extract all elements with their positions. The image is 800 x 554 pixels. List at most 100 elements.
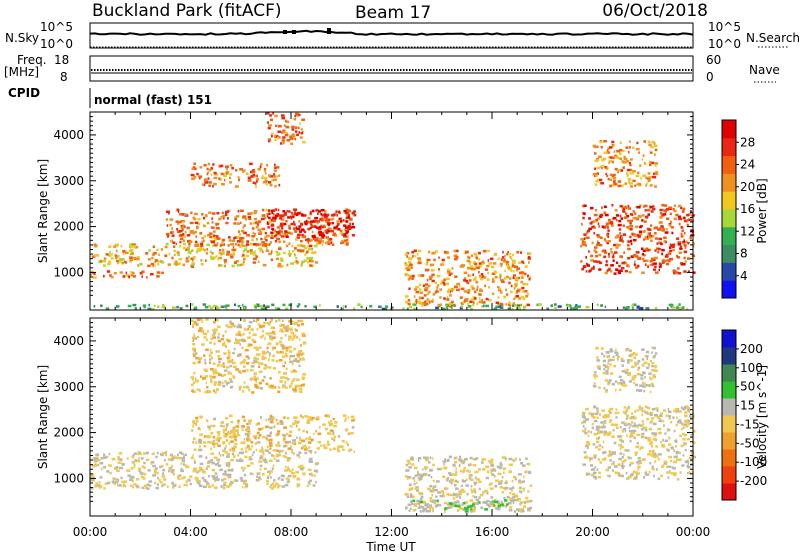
power-cell [148, 303, 151, 307]
power-cell [470, 298, 475, 301]
velocity-cell [241, 428, 244, 432]
power-cell [276, 307, 281, 310]
velocity-cell [189, 482, 192, 486]
velocity-cell [280, 422, 284, 425]
power-cell [204, 248, 206, 252]
velocity-cell [664, 439, 669, 442]
power-cell [412, 303, 417, 306]
power-cell [278, 214, 282, 217]
power-cell [525, 295, 528, 298]
power-cell [303, 259, 308, 262]
power-cell [636, 183, 640, 186]
power-cell [241, 229, 245, 233]
power-cell [272, 112, 275, 115]
velocity-cell [638, 389, 642, 393]
power-cell [451, 267, 454, 270]
velocity-cell [598, 367, 601, 370]
colorbar-tick-label: 50 [740, 380, 755, 394]
velocity-cell [485, 465, 490, 469]
velocity-cell [259, 464, 263, 468]
velocity-cell [264, 363, 267, 367]
velocity-cell [222, 453, 225, 457]
power-cell [249, 249, 253, 252]
power-cell [509, 277, 512, 280]
power-cell [681, 263, 686, 266]
velocity-cell [584, 427, 587, 431]
power-cell [626, 174, 629, 177]
power-cell [293, 223, 296, 226]
power-cell [614, 167, 617, 171]
power-cell [605, 260, 608, 263]
velocity-cell [614, 423, 618, 427]
velocity-cell [632, 429, 637, 433]
power-cell [499, 306, 504, 309]
velocity-cell [205, 435, 209, 438]
power-cell [629, 225, 633, 228]
power-cell [638, 151, 640, 154]
power-cell [267, 121, 269, 124]
power-cell [357, 303, 360, 306]
velocity-cell [279, 324, 284, 327]
power-cell [419, 288, 422, 291]
velocity-cell [301, 416, 304, 419]
power-cell [314, 239, 317, 242]
velocity-cell [298, 385, 302, 388]
velocity-cell [250, 328, 254, 331]
power-cell [100, 260, 105, 263]
power-cell [463, 279, 467, 282]
velocity-cell [302, 472, 306, 475]
velocity-cell [307, 416, 312, 419]
velocity-cell [206, 385, 209, 389]
colorbar-swatch [722, 483, 736, 501]
velocity-cell [518, 508, 522, 511]
velocity-cell [266, 445, 269, 449]
velocity-cell [627, 475, 632, 479]
velocity-cell [651, 465, 654, 469]
power-cell [479, 289, 483, 292]
velocity-cell [607, 367, 610, 371]
power-cell [268, 124, 272, 127]
velocity-cell [636, 389, 640, 392]
power-cell [554, 303, 557, 306]
velocity-cell [195, 356, 199, 360]
power-cell [139, 263, 143, 266]
velocity-cell [272, 482, 275, 485]
power-cell [677, 243, 682, 246]
power-cell [658, 221, 663, 224]
velocity-cell [654, 352, 658, 355]
velocity-cell [260, 362, 264, 365]
velocity-cell [194, 352, 198, 355]
power-cell [472, 273, 474, 276]
velocity-cell [490, 469, 493, 472]
power-cell [525, 283, 529, 286]
velocity-cell [594, 477, 597, 480]
velocity-cell [244, 485, 248, 489]
velocity-cell [513, 459, 516, 462]
velocity-cell [459, 464, 461, 467]
velocity-cell [413, 482, 416, 486]
power-cell [595, 218, 599, 222]
velocity-cell [207, 390, 212, 393]
power-cell [288, 242, 291, 245]
velocity-cell [651, 346, 654, 350]
power-cell [342, 307, 344, 311]
power-cell [233, 261, 237, 264]
freq-top-tick: 18 [54, 53, 69, 67]
velocity-cell [515, 495, 519, 498]
power-cell [634, 260, 636, 264]
velocity-cell [307, 418, 311, 422]
power-cell [248, 217, 252, 220]
velocity-cell [626, 414, 630, 418]
power-cell [621, 236, 623, 239]
velocity-cell [205, 332, 208, 336]
velocity-cell [516, 498, 519, 501]
power-cell [261, 241, 265, 244]
power-cell [437, 284, 440, 287]
power-cell [129, 245, 133, 248]
velocity-cell [269, 386, 274, 389]
velocity-cell [637, 362, 639, 365]
power-cell [117, 261, 120, 265]
power-cell [689, 236, 692, 240]
